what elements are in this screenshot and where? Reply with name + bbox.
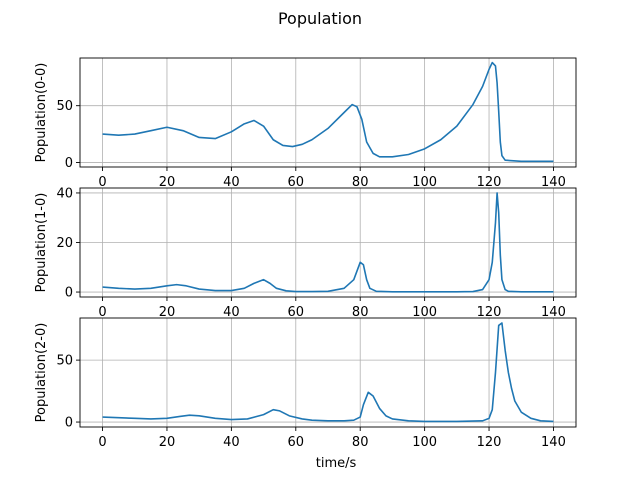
x-axis-label: time/s <box>316 456 357 471</box>
y-axis-label: Population(2-0) <box>34 323 49 423</box>
y-tick-label: 50 <box>56 354 73 369</box>
x-tick-label: 80 <box>352 305 369 320</box>
subplot-2: 0 20 40 60 80 100 120 140 0 50 Population(2-0) time… <box>34 317 577 471</box>
y-axis-label: Population(0-0) <box>34 63 49 163</box>
x-tick-label: 0 <box>98 435 106 450</box>
axes-frame <box>79 317 577 428</box>
x-tick-label: 20 <box>159 305 176 320</box>
x-tick-label: 40 <box>223 305 240 320</box>
y-tick-label: 0 <box>65 156 73 171</box>
y-tick-label: 0 <box>65 286 73 301</box>
y-tick-label: 50 <box>56 99 73 114</box>
x-tick-label: 60 <box>288 175 305 190</box>
x-tick-label: 120 <box>477 175 502 190</box>
axes-frame <box>79 57 577 168</box>
subplot-1: 0 20 40 60 80 100 120 140 0 20 40 Population(1-0) <box>34 186 577 320</box>
x-tick-label: 100 <box>412 305 437 320</box>
x-tick-label: 60 <box>288 435 305 450</box>
y-axis-label: Population(1-0) <box>34 193 49 293</box>
x-tick-label: 60 <box>288 305 305 320</box>
y-tick-label: 40 <box>56 186 73 201</box>
series-line <box>102 192 554 293</box>
x-tick-label: 140 <box>541 435 566 450</box>
x-tick-label: 80 <box>352 435 369 450</box>
x-tick-label: 40 <box>223 435 240 450</box>
subplot-0: 0 20 40 60 80 100 120 140 0 50 Population(0-0) <box>34 57 577 190</box>
x-tick-label: 100 <box>412 175 437 190</box>
x-tick-label: 120 <box>477 435 502 450</box>
x-tick-label: 80 <box>352 175 369 190</box>
x-tick-label: 140 <box>541 305 566 320</box>
x-tick-label: 120 <box>477 305 502 320</box>
y-tick-label: 0 <box>65 416 73 431</box>
y-tick-label: 20 <box>56 236 73 251</box>
x-tick-label: 0 <box>98 305 106 320</box>
x-tick-label: 20 <box>159 435 176 450</box>
x-tick-label: 0 <box>98 175 106 190</box>
x-tick-label: 40 <box>223 175 240 190</box>
x-tick-label: 140 <box>541 175 566 190</box>
series-line <box>102 322 554 423</box>
x-tick-label: 100 <box>412 435 437 450</box>
x-tick-label: 20 <box>159 175 176 190</box>
subplots: 0 20 40 60 80 100 120 140 0 50 Population(0-0) 0 20 4… <box>34 57 577 471</box>
figure-title: Population <box>278 9 362 28</box>
series-line <box>102 61 554 163</box>
